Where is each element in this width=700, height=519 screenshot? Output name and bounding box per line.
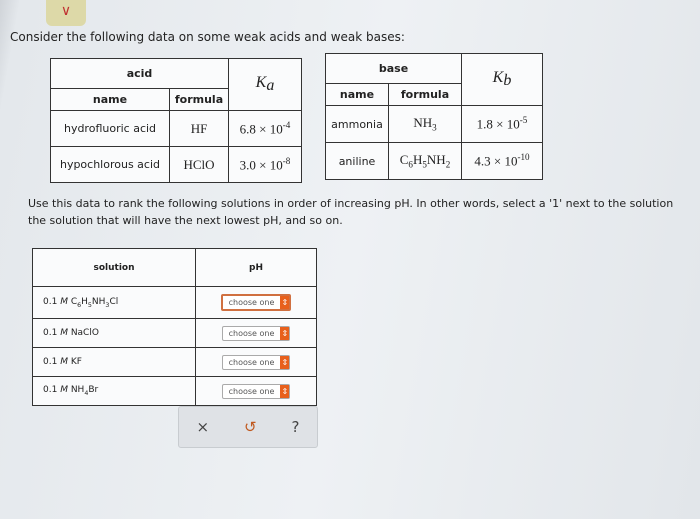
table-row: 0.1 M KF choose one ⇕	[32, 347, 317, 378]
select-arrows-icon: ⇕	[280, 326, 290, 340]
ph-header: pH	[195, 248, 317, 287]
name-header: name	[325, 83, 389, 106]
ranking-table: solution pH 0.1 M C6H5NH3Cl choose one ⇕ …	[32, 248, 317, 406]
help-button[interactable]: ?	[291, 418, 300, 436]
instructions-line-1: Use this data to rank the following solu…	[28, 197, 674, 210]
base-table: base Kb name formula ammonia NH3 1.8 × 1…	[325, 53, 543, 180]
ph-rank-select[interactable]: choose one ⇕	[221, 325, 291, 341]
kb-header: Kb	[461, 53, 543, 106]
ka-header: Ka	[228, 58, 302, 111]
base-group-header: base	[325, 53, 462, 84]
action-bar: × ↺ ?	[178, 406, 318, 448]
ph-rank-select[interactable]: choose one ⇕	[220, 294, 292, 312]
name-header: name	[50, 88, 170, 111]
table-row: hydrofluoric acid HF 6.8 × 10-4	[50, 110, 302, 147]
acid-group-header: acid	[50, 58, 229, 89]
table-row: ammonia NH3 1.8 × 10-5	[325, 105, 543, 143]
formula-header: formula	[388, 83, 462, 106]
ph-rank-select[interactable]: choose one ⇕	[221, 383, 291, 399]
select-arrows-icon: ⇕	[280, 355, 290, 369]
collapse-chevron-icon[interactable]: ∨	[46, 0, 86, 26]
undo-button[interactable]: ↺	[244, 418, 257, 436]
table-row: hypochlorous acid HClO 3.0 × 10-8	[50, 146, 302, 183]
ph-rank-select[interactable]: choose one ⇕	[221, 354, 291, 370]
table-row: aniline C6H5NH2 4.3 × 10-10	[325, 142, 543, 180]
clear-button[interactable]: ×	[196, 418, 210, 436]
table-row: 0.1 M NaClO choose one ⇕	[32, 318, 317, 349]
instructions-line-2: the solution that will have the next low…	[28, 214, 343, 227]
table-row: 0.1 M C6H5NH3Cl choose one ⇕	[32, 285, 317, 320]
acid-table: acid Ka name formula hydrofluoric acid HF…	[50, 58, 302, 183]
select-arrows-icon: ⇕	[280, 296, 290, 310]
formula-header: formula	[169, 88, 229, 111]
select-arrows-icon: ⇕	[280, 384, 290, 398]
solution-header: solution	[32, 248, 196, 287]
intro-text: Consider the following data on some weak…	[10, 30, 405, 44]
table-row: 0.1 M NH4Br choose one ⇕	[32, 376, 317, 406]
